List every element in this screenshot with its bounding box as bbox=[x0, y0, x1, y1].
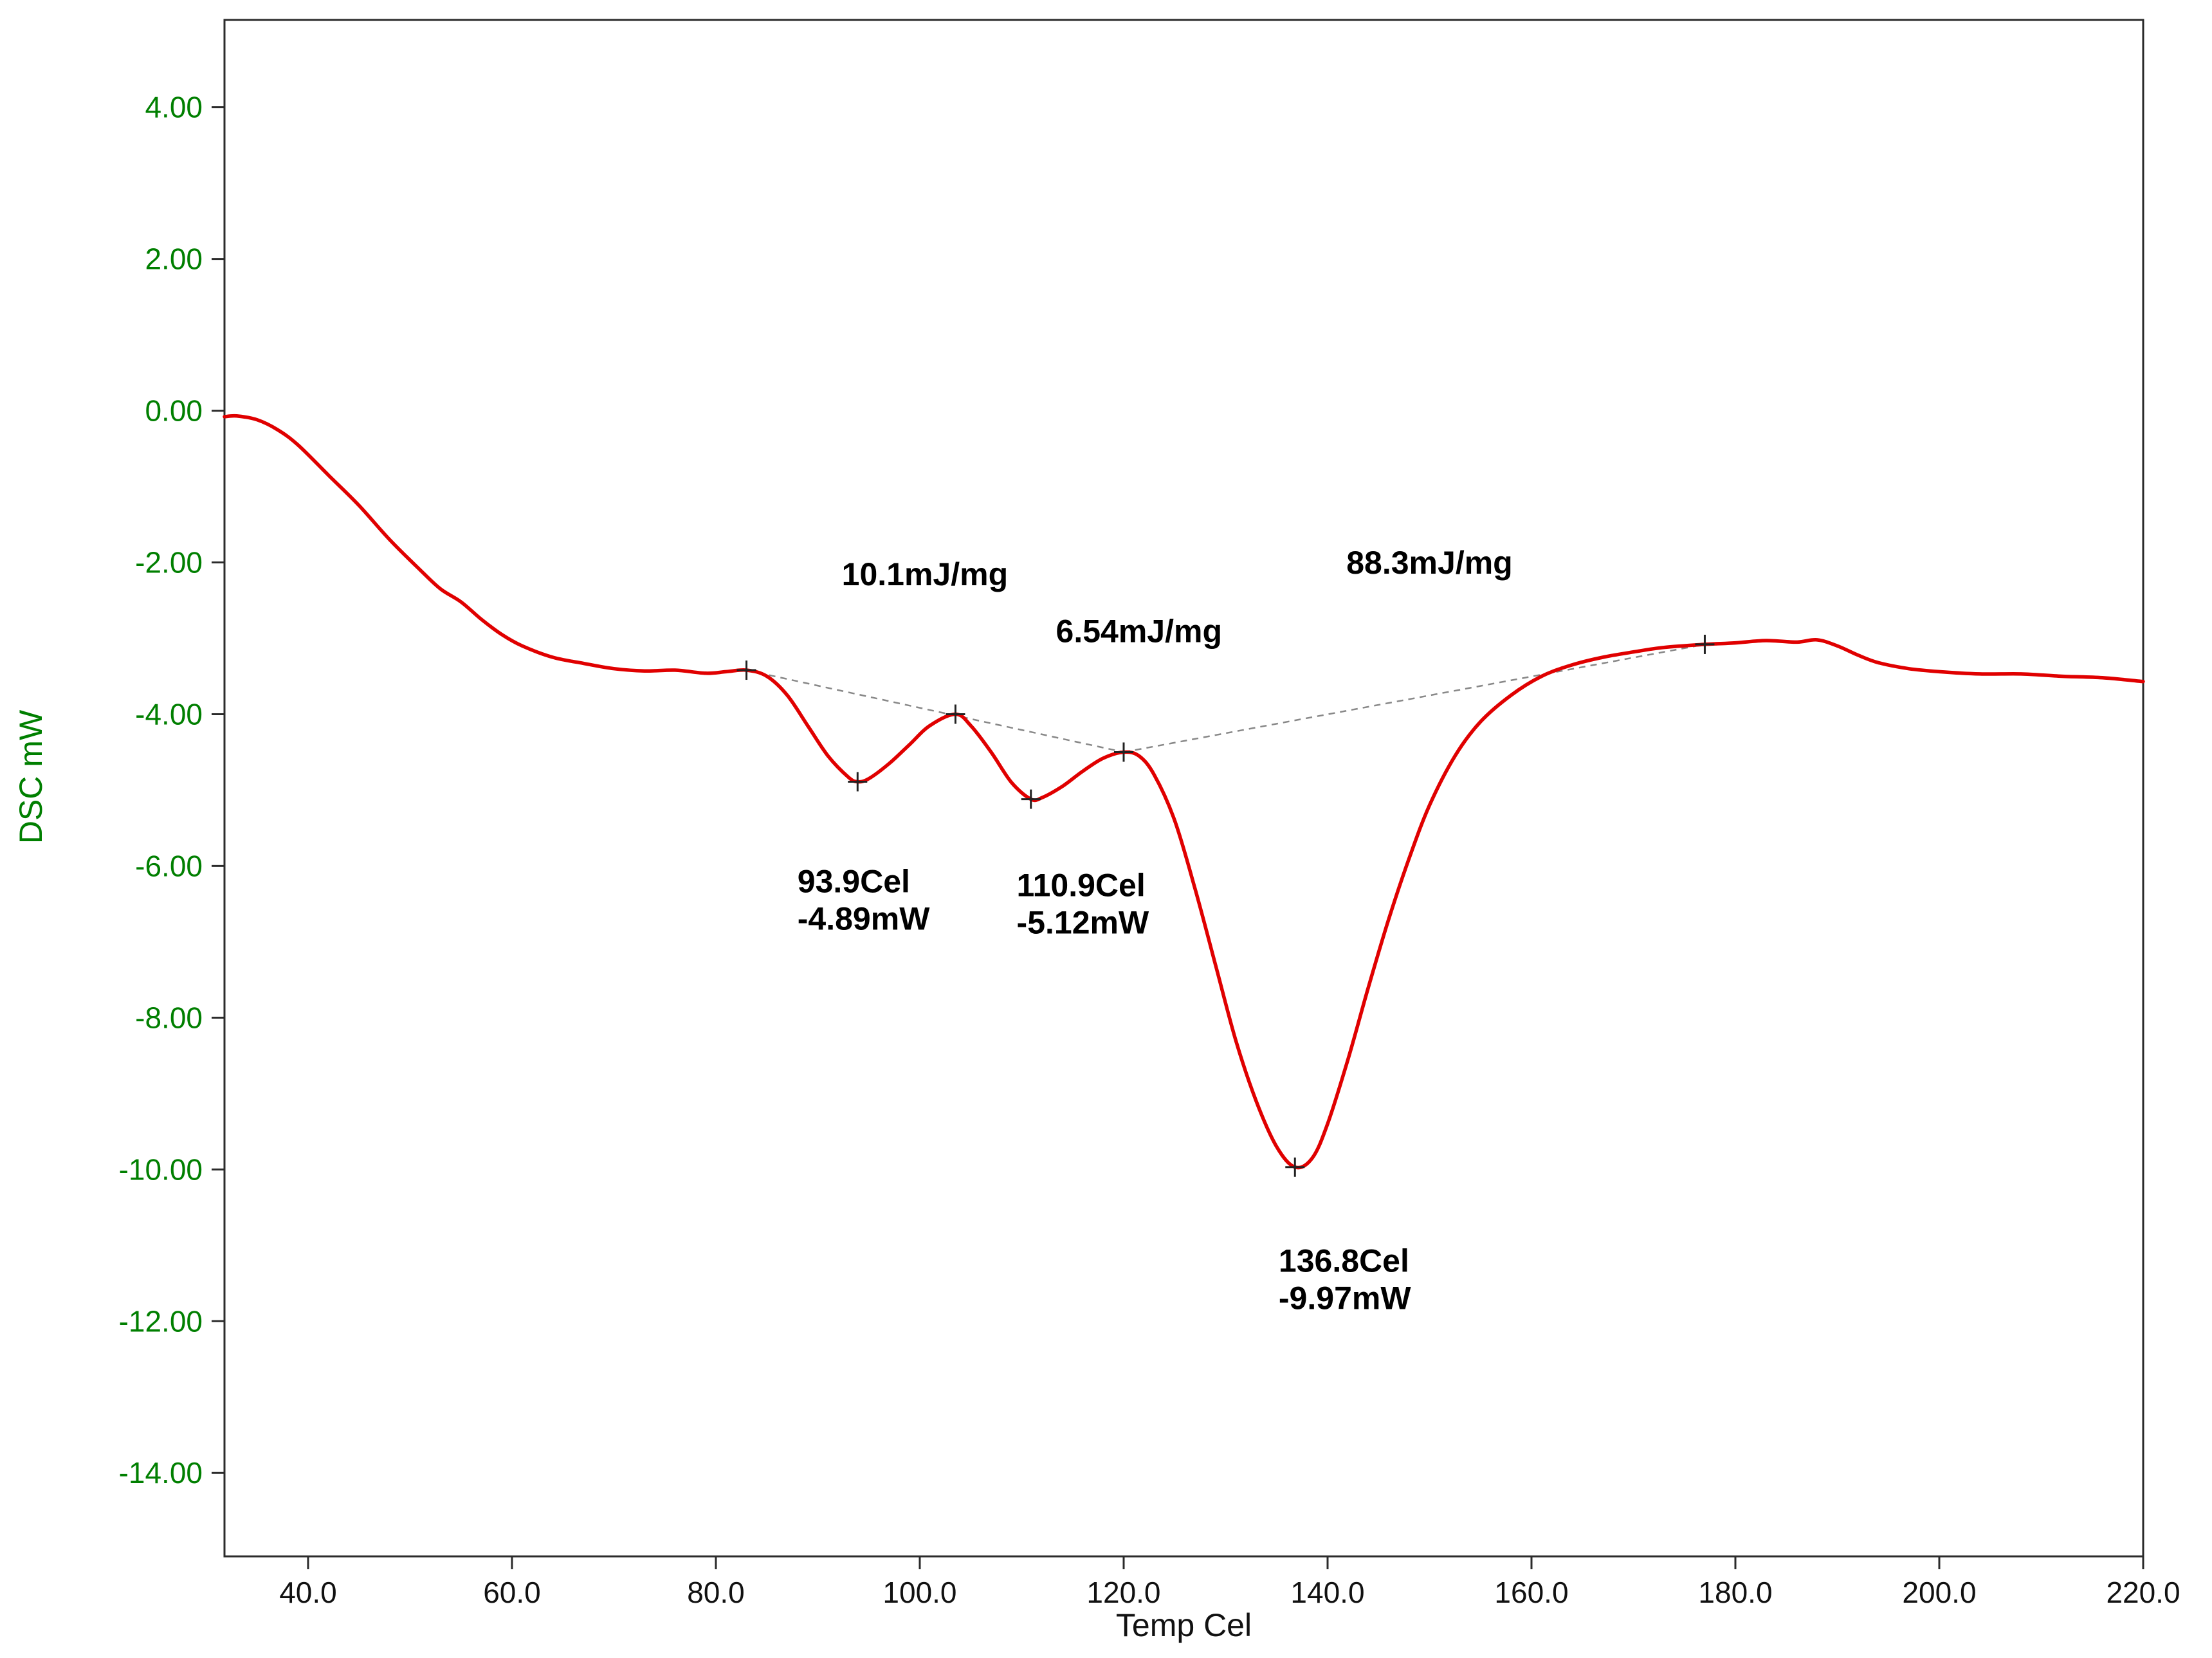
y-tick-label: -8.00 bbox=[135, 1001, 203, 1034]
annotation-text: -5.12mW bbox=[1017, 905, 1149, 941]
baseline-lines bbox=[746, 643, 1705, 753]
annotation-text: -9.97mW bbox=[1279, 1280, 1411, 1316]
dsc-curve bbox=[223, 414, 2145, 1170]
annotation-text: 136.8Cel bbox=[1279, 1243, 1409, 1279]
x-tick-label: 200.0 bbox=[1902, 1576, 1976, 1609]
x-tick-label: 80.0 bbox=[687, 1576, 745, 1609]
y-tick-label: -10.00 bbox=[119, 1152, 203, 1186]
y-axis-title: DSC mW bbox=[13, 709, 49, 844]
x-tick-label: 120.0 bbox=[1086, 1576, 1160, 1609]
x-tick-label: 100.0 bbox=[882, 1576, 956, 1609]
y-tick-label: -2.00 bbox=[135, 546, 203, 579]
annotations: 10.1mJ/mg 6.54mJ/mg 88.3mJ/mg 93.9Cel-4.89m… bbox=[798, 545, 1513, 1316]
plot-frame bbox=[223, 19, 2144, 1558]
x-tick-label: 40.0 bbox=[279, 1576, 337, 1609]
y-tick-label: -12.00 bbox=[119, 1304, 203, 1338]
y-tick-label: 2.00 bbox=[145, 242, 203, 276]
y-tick-label: 0.00 bbox=[145, 394, 203, 428]
x-axis-title: Temp Cel bbox=[1115, 1607, 1252, 1643]
x-tick-label: 160.0 bbox=[1494, 1576, 1568, 1609]
y-tick-label: -6.00 bbox=[135, 849, 203, 882]
x-tick-label: 180.0 bbox=[1698, 1576, 1772, 1609]
x-tick-label: 60.0 bbox=[483, 1576, 541, 1609]
annotation-text: 88.3mJ/mg bbox=[1346, 545, 1512, 581]
annotation-text: -4.89mW bbox=[798, 901, 930, 937]
axis-ticks: 40.0 60.0 80.0 100.0 120.0 140.0 160.0 180.0 200… bbox=[119, 91, 2180, 1609]
x-tick-label: 140.0 bbox=[1290, 1576, 1364, 1609]
integration-baseline bbox=[1123, 643, 1705, 753]
y-tick-label: -14.00 bbox=[119, 1456, 203, 1489]
annotation-text: 110.9Cel bbox=[1017, 868, 1146, 904]
dsc-curve-path bbox=[223, 414, 2145, 1170]
annotation-text: 10.1mJ/mg bbox=[842, 556, 1008, 592]
peak-markers bbox=[736, 634, 1715, 1177]
y-tick-label: -4.00 bbox=[135, 697, 203, 731]
y-tick-label: 4.00 bbox=[145, 91, 203, 124]
integration-baseline bbox=[746, 669, 1124, 753]
x-tick-label: 220.0 bbox=[2106, 1576, 2180, 1609]
plot-border bbox=[223, 19, 2144, 1558]
annotation-text: 6.54mJ/mg bbox=[1056, 613, 1222, 649]
annotation-text: 93.9Cel bbox=[798, 864, 910, 900]
